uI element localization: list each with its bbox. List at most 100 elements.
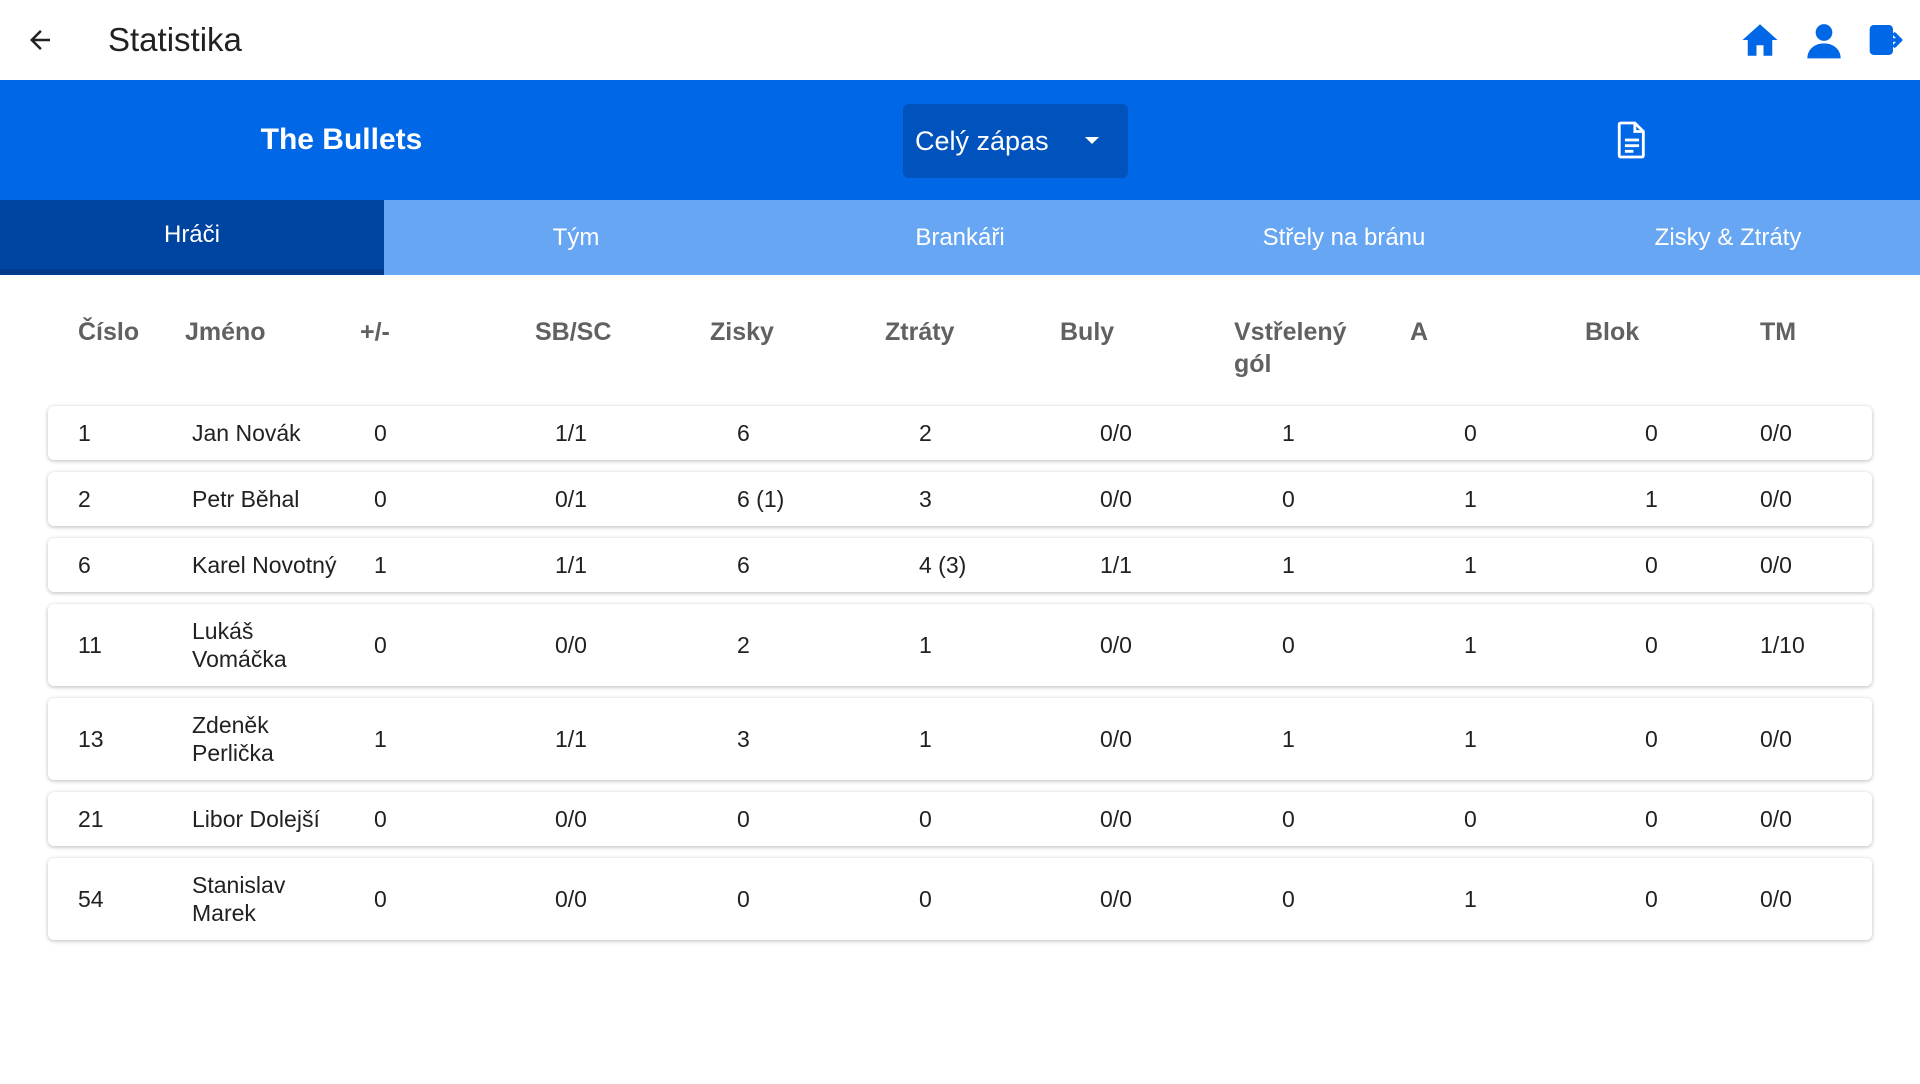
assists-value: 0 (1464, 420, 1477, 446)
plus-minus-value: 0 (374, 632, 387, 658)
gains-value: 2 (737, 632, 750, 658)
period-dropdown-value: Celý zápas (915, 125, 1049, 156)
assists-value: 1 (1464, 486, 1477, 512)
app-bar: Statistika (0, 0, 1920, 80)
caret-down-icon (1085, 137, 1099, 144)
home-button[interactable] (1728, 12, 1792, 68)
header-gains: Zisky (710, 318, 774, 346)
losses-value: 1 (919, 726, 932, 752)
sb-sc-value: 0/1 (555, 486, 587, 512)
losses-value: 4 (3) (919, 552, 967, 578)
faceoffs-value: 0/0 (1100, 886, 1132, 912)
gains-value: 0 (737, 806, 750, 832)
period-dropdown[interactable]: Celý zápas (903, 104, 1128, 178)
tab-bar: Hráči Tým Brankáři Střely na bránu Zisky… (0, 200, 1920, 275)
plus-minus-value: 0 (374, 806, 387, 832)
sb-sc-value: 1/1 (555, 420, 587, 446)
player-number: 11 (78, 632, 102, 658)
losses-value: 0 (919, 806, 932, 832)
faceoffs-value: 1/1 (1100, 552, 1132, 578)
penalty-minutes-value: 1/10 (1760, 632, 1805, 658)
plus-minus-value: 1 (374, 726, 387, 752)
faceoffs-value: 0/0 (1100, 486, 1132, 512)
table-header: Číslo Jméno +/- SB/SC Zisky Ztráty Buly … (0, 316, 1920, 386)
logout-button[interactable] (1856, 12, 1920, 68)
faceoffs-value: 0/0 (1100, 806, 1132, 832)
team-name: The Bullets (260, 123, 423, 156)
goals-value: 1 (1282, 726, 1295, 752)
player-name: Lukáš Vomáčka (192, 618, 287, 672)
penalty-minutes-value: 0/0 (1760, 486, 1792, 512)
tab-goalkeepers[interactable]: Brankáři (915, 223, 1005, 251)
player-name: Zdeněk Perlička (192, 712, 274, 766)
blocks-value: 1 (1645, 486, 1658, 512)
player-number: 54 (78, 886, 104, 912)
losses-value: 1 (919, 632, 932, 658)
tab-shots-on-goal[interactable]: Střely na bránu (1262, 223, 1426, 251)
gains-value: 0 (737, 886, 750, 912)
tab-team[interactable]: Tým (552, 223, 600, 251)
blocks-value: 0 (1645, 420, 1658, 446)
losses-value: 0 (919, 886, 932, 912)
goals-value: 0 (1282, 486, 1295, 512)
header-goals: Vstřelený gól (1234, 318, 1347, 378)
header-number: Číslo (78, 318, 140, 346)
penalty-minutes-value: 0/0 (1760, 806, 1792, 832)
losses-value: 2 (919, 420, 932, 446)
penalty-minutes-value: 0/0 (1760, 552, 1792, 578)
home-icon (1742, 24, 1778, 56)
header-sb-sc: SB/SC (535, 318, 612, 346)
header-plus-minus: +/- (360, 318, 390, 346)
table-row[interactable]: 2 Petr Běhal 0 0/1 6 (1) 3 0/0 0 1 1 0/0 (48, 472, 1872, 526)
gains-value: 6 (737, 420, 750, 446)
penalty-minutes-value: 0/0 (1760, 886, 1792, 912)
tab-gains-losses[interactable]: Zisky & Ztráty (1654, 223, 1802, 251)
table-row[interactable]: 1 Jan Novák 0 1/1 6 2 0/0 1 0 0 0/0 (48, 406, 1872, 460)
player-number: 1 (78, 420, 91, 446)
assists-value: 0 (1464, 806, 1477, 832)
sb-sc-value: 0/0 (555, 632, 587, 658)
losses-value: 3 (919, 486, 932, 512)
blocks-value: 0 (1645, 806, 1658, 832)
assists-value: 1 (1464, 886, 1477, 912)
table-row[interactable]: 13 Zdeněk Perlička 1 1/1 3 1 0/0 1 1 0 0… (48, 698, 1872, 780)
logout-icon (1869, 25, 1903, 55)
faceoffs-value: 0/0 (1100, 632, 1132, 658)
gains-value: 6 (737, 552, 750, 578)
faceoffs-value: 0/0 (1100, 420, 1132, 446)
plus-minus-value: 0 (374, 486, 387, 512)
table-row[interactable]: 54 Stanislav Marek 0 0/0 0 0 0/0 0 1 0 0… (48, 858, 1872, 940)
plus-minus-value: 0 (374, 886, 387, 912)
sb-sc-value: 0/0 (555, 806, 587, 832)
sb-sc-value: 0/0 (555, 886, 587, 912)
arrow-back-icon (30, 30, 50, 50)
player-name: Petr Běhal (192, 486, 300, 512)
player-name: Jan Novák (192, 420, 301, 446)
blocks-value: 0 (1645, 726, 1658, 752)
player-number: 13 (78, 726, 104, 752)
gains-value: 6 (1) (737, 486, 785, 512)
tab-players[interactable]: Hráči (0, 200, 384, 275)
faceoffs-value: 0/0 (1100, 726, 1132, 752)
player-number: 21 (78, 806, 104, 832)
plus-minus-value: 0 (374, 420, 387, 446)
blocks-value: 0 (1645, 886, 1658, 912)
goals-value: 0 (1282, 806, 1295, 832)
profile-button[interactable] (1792, 12, 1856, 68)
back-button[interactable] (18, 18, 62, 62)
page-title: Statistika (108, 21, 242, 58)
header-assists: A (1410, 318, 1429, 346)
header-name: Jméno (185, 318, 266, 346)
table-row[interactable]: 11 Lukáš Vomáčka 0 0/0 2 1 0/0 0 1 0 1/1… (48, 604, 1872, 686)
table-row[interactable]: 21 Libor Dolejší 0 0/0 0 0 0/0 0 0 0 0/0 (48, 792, 1872, 846)
goals-value: 1 (1282, 552, 1295, 578)
player-rows: 1 Jan Novák 0 1/1 6 2 0/0 1 0 0 0/0 2 Pe… (48, 406, 1872, 952)
header-penalty-minutes: TM (1760, 318, 1797, 346)
plus-minus-value: 1 (374, 552, 387, 578)
assists-value: 1 (1464, 726, 1477, 752)
export-document-button[interactable] (1612, 116, 1652, 164)
table-row[interactable]: 6 Karel Novotný 1 1/1 6 4 (3) 1/1 1 1 0 … (48, 538, 1872, 592)
document-icon (1617, 121, 1645, 159)
blocks-value: 0 (1645, 552, 1658, 578)
penalty-minutes-value: 0/0 (1760, 726, 1792, 752)
